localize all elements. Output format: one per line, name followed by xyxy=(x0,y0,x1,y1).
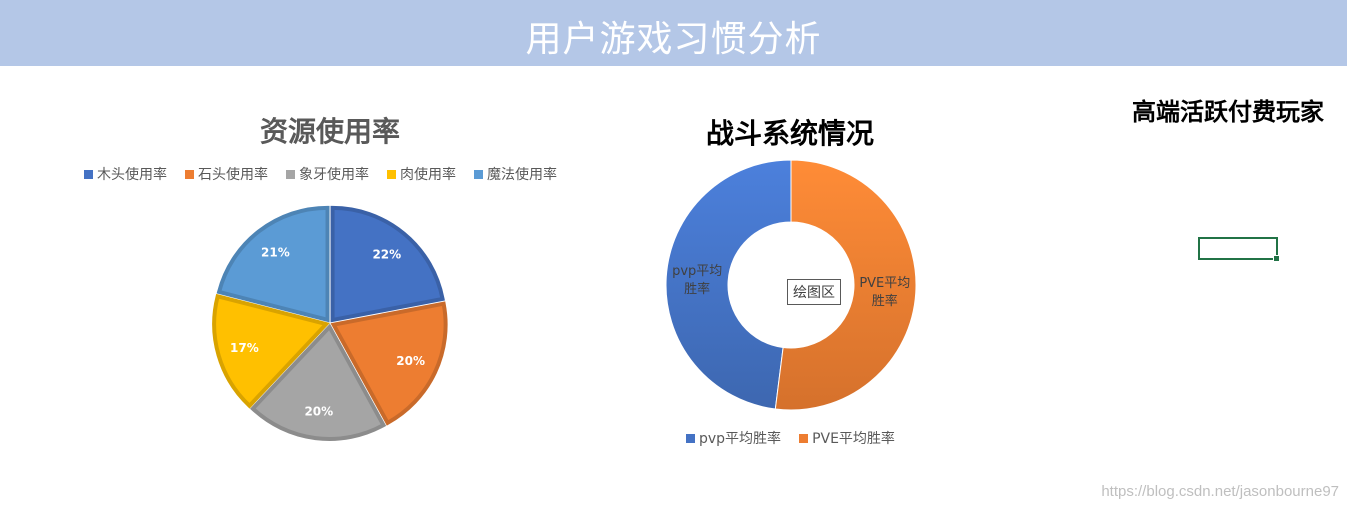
pie-legend-swatch xyxy=(474,169,483,179)
donut-legend-swatch xyxy=(686,433,695,443)
pie-legend-item[interactable]: 魔法使用率 xyxy=(474,164,557,184)
pie-legend-label: 魔法使用率 xyxy=(487,167,557,183)
pie-slice[interactable] xyxy=(250,323,387,441)
battle-donut-chart[interactable]: pvp平均胜率 PVE平均胜率 xyxy=(660,155,930,420)
donut-legend-label: PVE平均胜率 xyxy=(812,431,895,447)
pie-legend-label: 肉使用率 xyxy=(400,167,456,183)
pie-legend-item[interactable]: 象牙使用率 xyxy=(286,164,369,184)
donut-data-label: PVE平均胜率 xyxy=(859,276,910,309)
pie-slice[interactable] xyxy=(330,301,448,426)
plot-area-tooltip: 绘图区 xyxy=(787,279,841,305)
pie-legend-swatch xyxy=(387,169,396,179)
pie-data-label: 20% xyxy=(396,354,425,368)
pie-slice[interactable] xyxy=(212,293,330,409)
pie-slice[interactable] xyxy=(330,205,445,323)
pie-legend-item[interactable]: 木头使用率 xyxy=(84,164,167,184)
pie-legend-item[interactable]: 肉使用率 xyxy=(387,164,456,184)
pie-data-label: 17% xyxy=(230,341,259,355)
donut-legend-item[interactable]: PVE平均胜率 xyxy=(799,428,895,448)
pie-legend-item[interactable]: 石头使用率 xyxy=(185,164,268,184)
pie-legend-label: 木头使用率 xyxy=(97,167,167,183)
pie-legend: 木头使用率 石头使用率 象牙使用率 肉使用率 魔法使用率 xyxy=(84,164,575,184)
pie-legend-swatch xyxy=(286,169,295,179)
pie-data-label: 22% xyxy=(372,247,401,261)
banner-title: 用户游戏习惯分析 xyxy=(0,0,1347,66)
pie-legend-label: 石头使用率 xyxy=(198,167,268,183)
donut-legend-swatch xyxy=(799,433,809,443)
donut-chart-title: 战斗系统情况 xyxy=(705,117,874,150)
donut-slice[interactable] xyxy=(774,159,917,411)
donut-data-label: pvp平均胜率 xyxy=(672,264,722,297)
donut-legend-label: pvp平均胜率 xyxy=(699,431,782,447)
pie-slice[interactable] xyxy=(216,205,330,323)
resource-pie-chart[interactable]: 22% 20% 20% 17% 21% xyxy=(200,190,460,460)
pie-data-label: 21% xyxy=(261,246,290,260)
selected-cell[interactable] xyxy=(1198,237,1280,262)
donut-legend-item[interactable]: pvp平均胜率 xyxy=(686,428,781,448)
pie-data-label: 20% xyxy=(304,404,333,418)
pie-legend-swatch xyxy=(84,169,93,179)
high-end-players-title: 高端活跃付费玩家 xyxy=(1132,98,1324,126)
pie-legend-swatch xyxy=(185,169,194,179)
donut-legend: pvp平均胜率 PVE平均胜率 xyxy=(686,428,913,448)
pie-legend-label: 象牙使用率 xyxy=(299,167,369,183)
pie-chart-title: 资源使用率 xyxy=(259,115,400,148)
donut-slice[interactable] xyxy=(665,159,792,410)
fill-handle[interactable] xyxy=(1273,255,1280,262)
watermark: https://blog.csdn.net/jasonbourne97 xyxy=(1101,483,1339,500)
